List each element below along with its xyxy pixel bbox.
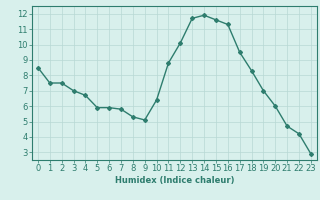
X-axis label: Humidex (Indice chaleur): Humidex (Indice chaleur) — [115, 176, 234, 185]
